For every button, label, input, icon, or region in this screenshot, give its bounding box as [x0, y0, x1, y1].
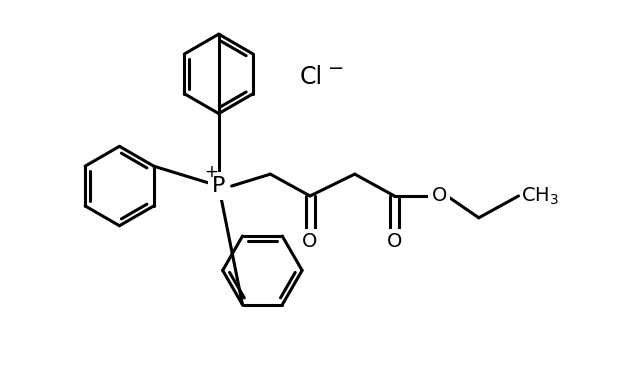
Text: P: P	[212, 176, 225, 196]
Text: −: −	[328, 59, 344, 78]
Text: CH$_3$: CH$_3$	[520, 185, 558, 207]
Text: O: O	[432, 186, 447, 205]
Text: +: +	[204, 163, 218, 181]
Text: Cl: Cl	[300, 65, 323, 89]
Text: O: O	[387, 232, 402, 251]
Text: O: O	[303, 232, 318, 251]
